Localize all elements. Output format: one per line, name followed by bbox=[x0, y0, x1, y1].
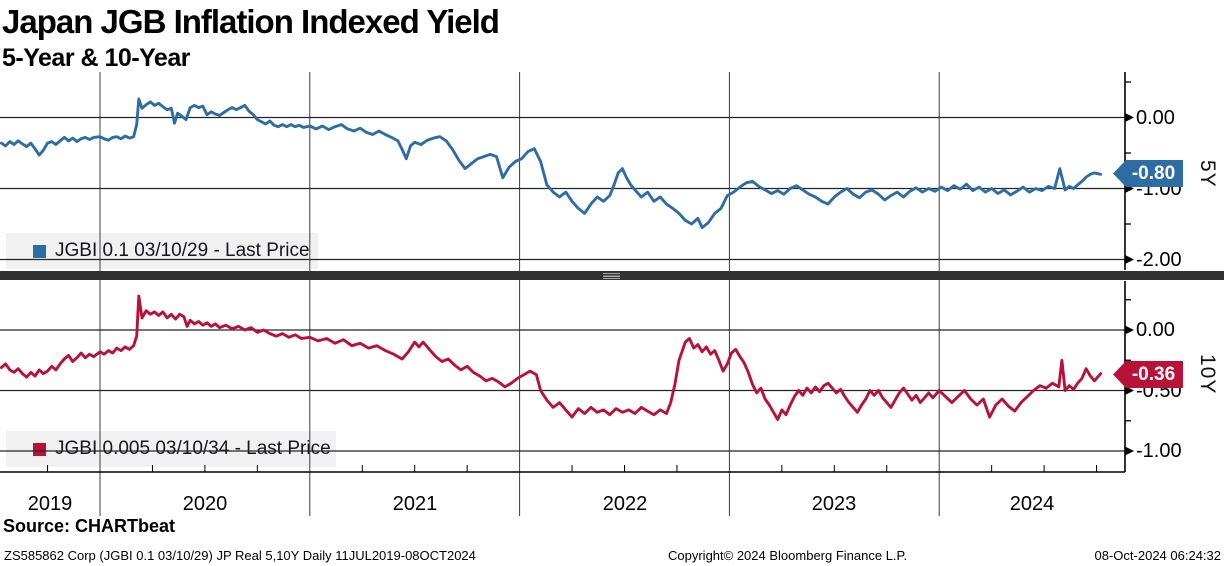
year-label: 2020 bbox=[182, 493, 228, 515]
legend-10y: JGBI 0.005 03/10/34 - Last Price bbox=[6, 431, 336, 467]
legend-5y: JGBI 0.1 03/10/29 - Last Price bbox=[6, 233, 318, 269]
ytick-label: -2.00 bbox=[1136, 248, 1182, 271]
axis-title-10y: 10Y bbox=[1196, 353, 1219, 395]
legend-swatch-5y-icon bbox=[33, 244, 46, 258]
ytick-label: 0.00 bbox=[1136, 319, 1175, 341]
panel-divider[interactable] bbox=[0, 271, 1224, 280]
year-label: 2023 bbox=[811, 493, 857, 515]
ytick-label: 0.00 bbox=[1136, 106, 1175, 129]
year-label: 2024 bbox=[1009, 493, 1055, 515]
year-label: 2022 bbox=[602, 493, 648, 515]
year-label: 2019 bbox=[27, 493, 73, 515]
footer-copyright: Copyright© 2024 Bloomberg Finance L.P. bbox=[668, 548, 908, 563]
year-label: 2021 bbox=[392, 493, 438, 515]
legend-swatch-10y-icon bbox=[33, 442, 46, 456]
ytick-label: -1.00 bbox=[1136, 440, 1182, 462]
footer-security-info: ZS585862 Corp (JGBI 0.1 03/10/29) JP Rea… bbox=[4, 548, 476, 563]
last-price-tag-10y: -0.36 bbox=[1113, 361, 1183, 388]
legend-10y-label: JGBI 0.005 03/10/34 - Last Price bbox=[55, 438, 331, 459]
footer-timestamp: 08-Oct-2024 06:24:32 bbox=[1094, 548, 1221, 563]
source-line: Source: CHARTbeat bbox=[3, 516, 176, 536]
axis-title-5y: 5Y bbox=[1196, 160, 1219, 188]
last-price-tag-5y: -0.80 bbox=[1113, 160, 1183, 187]
divider-grip-icon[interactable] bbox=[603, 272, 620, 279]
page-title: Japan JGB Inflation Indexed Yield bbox=[2, 3, 500, 40]
page-subtitle: 5-Year & 10-Year bbox=[2, 44, 190, 72]
legend-5y-label: JGBI 0.1 03/10/29 - Last Price bbox=[55, 240, 310, 261]
